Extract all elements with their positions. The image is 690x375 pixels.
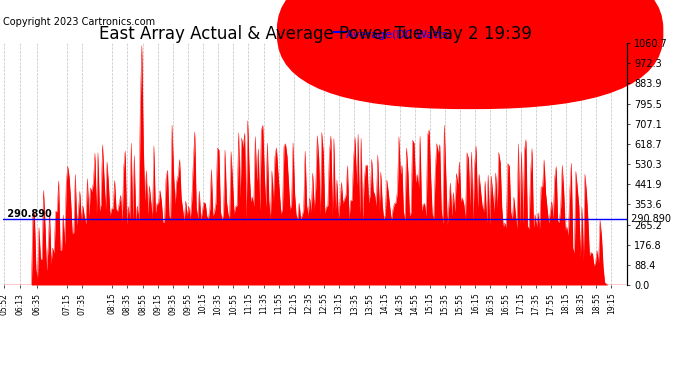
Title: East Array Actual & Average Power Tue May 2 19:39: East Array Actual & Average Power Tue Ma… <box>99 25 531 43</box>
FancyBboxPatch shape <box>277 0 662 108</box>
Text: Average(DC Watts): Average(DC Watts) <box>346 30 452 40</box>
Text: 290.890: 290.890 <box>4 209 52 219</box>
Text: East Array(DC Watts): East Array(DC Watts) <box>477 30 595 40</box>
Text: 290.890: 290.890 <box>628 214 671 223</box>
Text: Copyright 2023 Cartronics.com: Copyright 2023 Cartronics.com <box>3 17 155 27</box>
